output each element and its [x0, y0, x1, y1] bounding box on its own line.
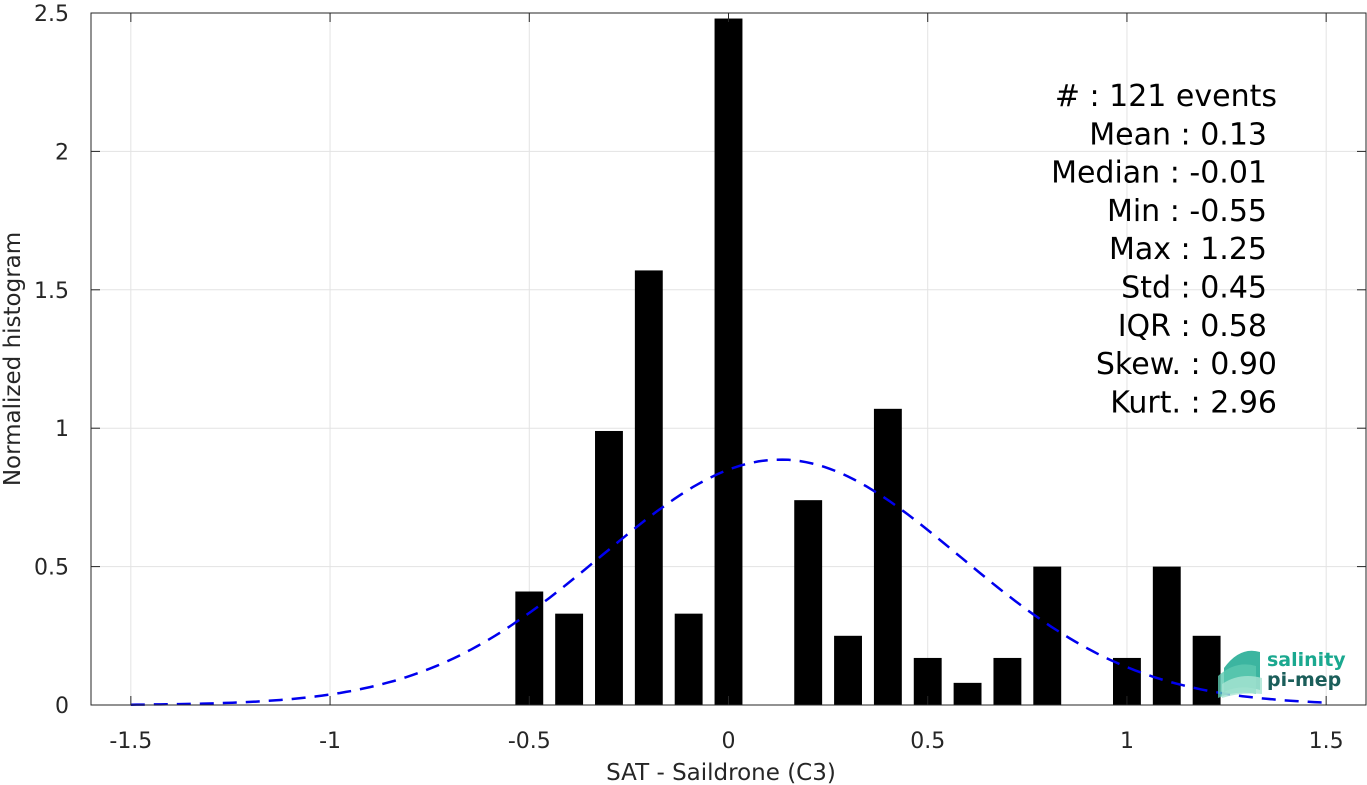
histogram-bar: [595, 430, 623, 705]
histogram-bar: [555, 613, 584, 705]
stat-line: Mean : 0.13: [1089, 117, 1267, 152]
x-tick-label: -1: [319, 729, 341, 754]
stat-line: Kurt. : 2.96: [1110, 385, 1277, 420]
y-tick-labels: 0 0.5 1 1.5 2 2.5: [34, 2, 69, 719]
logo-line1: salinity: [1267, 649, 1346, 671]
histogram-bar: [674, 613, 703, 705]
histogram-bar: [834, 635, 862, 705]
histogram-bar: [714, 18, 743, 705]
histogram-bar: [794, 500, 823, 705]
histogram-bar: [993, 657, 1022, 705]
logo-line2: pi-mep: [1267, 669, 1341, 691]
y-tick-label: 0: [55, 694, 69, 719]
x-tick-labels: -1.5 -1 -0.5 0 0.5 1 1.5: [109, 729, 1343, 754]
stat-line: Std : 0.45: [1121, 271, 1267, 306]
y-axis-label: Normalized histogram: [0, 232, 26, 486]
histogram-bar: [873, 408, 902, 705]
waves-icon: [1218, 650, 1262, 698]
x-axis-label: SAT - Saildrone (C3): [606, 760, 836, 785]
histogram-bar: [634, 270, 663, 705]
y-tick-label: 1: [55, 417, 69, 442]
axes-frame: [90, 12, 1367, 706]
y-tick-label: 0.5: [34, 556, 69, 581]
x-tick-label: 1: [1120, 729, 1134, 754]
x-tick-label: -1.5: [109, 729, 152, 754]
x-tick-label: -0.5: [508, 729, 551, 754]
stat-line: Skew. : 0.90: [1096, 347, 1277, 382]
histogram-bar: [953, 682, 982, 705]
stat-line: Max : 1.25: [1109, 232, 1267, 267]
salinity-pimep-logo: salinity pi-mep: [1218, 649, 1346, 698]
x-tick-label: 1.5: [1309, 729, 1344, 754]
x-tick-label: 0: [722, 729, 736, 754]
histogram-bar: [515, 591, 544, 705]
stat-line: Min : -0.55: [1107, 194, 1267, 229]
x-tick-label: 0.5: [910, 729, 945, 754]
histogram-bar: [1152, 566, 1181, 705]
stat-line: Median : -0.01: [1051, 156, 1267, 191]
histogram-bars: [515, 18, 1221, 705]
stat-line: # : 121 events: [1055, 79, 1277, 114]
histogram-bar: [1033, 566, 1062, 705]
stat-line: IQR : 0.58: [1118, 309, 1267, 344]
histogram-bar: [1192, 635, 1221, 705]
y-tick-label: 2.5: [34, 2, 69, 27]
y-tick-label: 2: [55, 140, 69, 165]
y-tick-label: 1.5: [34, 279, 69, 304]
